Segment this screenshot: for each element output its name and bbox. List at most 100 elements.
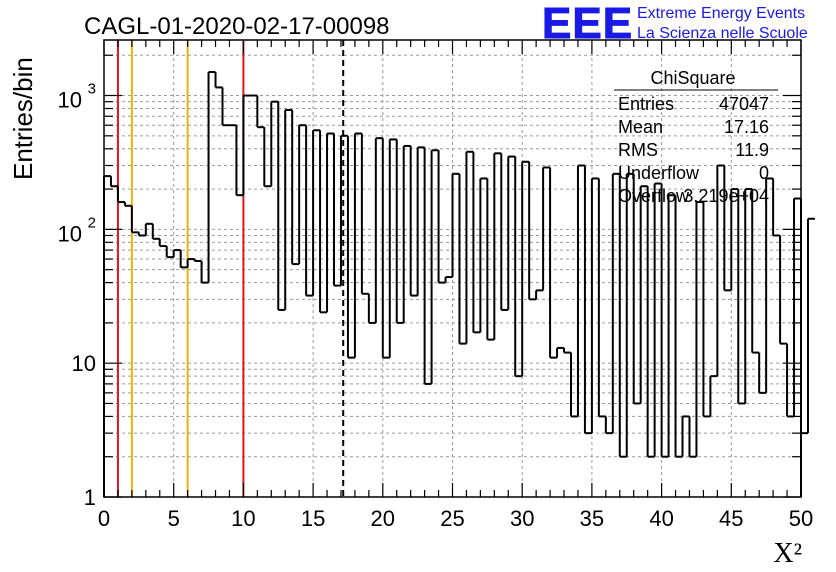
histogram-bin: [737, 189, 746, 405]
histogram-bin: [116, 186, 125, 204]
histogram-bin: [256, 95, 265, 129]
y-tick-label-exponent: 2: [88, 214, 96, 231]
histogram-bin: [409, 145, 418, 297]
histogram-bin: [639, 185, 648, 404]
histogram-bin: [632, 173, 641, 405]
stats-row-label: Mean: [618, 117, 663, 137]
stats-row-label: RMS: [618, 140, 658, 160]
histogram-bin: [186, 258, 195, 268]
x-tick-label: 35: [580, 506, 604, 531]
histogram-bin: [507, 155, 516, 310]
histogram-bin: [151, 223, 160, 240]
histogram-bin: [172, 249, 181, 258]
x-tick-label: 50: [789, 506, 813, 531]
y-tick-label: 10: [58, 88, 82, 113]
histogram-bin: [744, 188, 753, 404]
reference-lines: [116, 40, 345, 497]
histogram-bin: [667, 194, 676, 457]
histogram-bin: [221, 87, 230, 127]
histogram-bin: [793, 197, 801, 417]
histogram-bin: [514, 156, 523, 378]
histogram-bin: [263, 127, 272, 188]
histogram-bin: [179, 250, 188, 269]
x-tick-label: 20: [371, 506, 395, 531]
histogram-bin: [646, 186, 655, 458]
histogram-bin: [451, 172, 460, 278]
histogram-bin: [298, 124, 307, 265]
x-tick-label: 40: [649, 506, 673, 531]
histogram-bin: [270, 100, 279, 187]
chart-title: CAGL-01-2020-02-17-00098: [84, 13, 390, 40]
histogram-bin: [800, 198, 808, 435]
histogram: [103, 70, 815, 497]
stats-title: ChiSquare: [650, 68, 735, 88]
stats-row-value: 11.9: [735, 140, 769, 160]
histogram-bin: [430, 149, 439, 384]
histogram-bin: [465, 150, 474, 344]
y-tick-label: 1: [84, 485, 96, 510]
eee-logo-line2: La Scienza nelle Scuole: [637, 25, 808, 42]
histogram-bin: [360, 133, 369, 295]
histogram-bin: [723, 165, 732, 292]
histogram-bin: [500, 153, 509, 311]
y-tick-label: 10: [72, 351, 96, 376]
histogram-bin: [597, 178, 606, 418]
histogram-bin: [563, 347, 571, 354]
histogram-bin: [374, 137, 383, 323]
histogram-bin: [423, 147, 432, 385]
stats-row-label: Entries: [618, 94, 674, 114]
histogram-bin: [695, 201, 704, 457]
stats-row-value: 3.219e+04: [683, 186, 769, 206]
histogram-bin: [765, 177, 774, 393]
histogram-bin: [346, 135, 355, 359]
histogram-bin: [200, 261, 209, 284]
histogram-bin: [786, 343, 795, 418]
histogram-bin: [144, 222, 153, 236]
histogram-bin: [772, 178, 781, 237]
histogram-bin: [130, 205, 139, 234]
histogram-bin: [395, 139, 404, 324]
stats-row-value: 47047: [719, 94, 769, 114]
histogram-bin: [305, 125, 314, 297]
histogram-bin: [618, 173, 627, 458]
histogram-bin: [758, 352, 767, 394]
y-axis-label: Entries/bin: [8, 57, 38, 180]
histogram-bin: [751, 189, 760, 354]
histogram-bin: [486, 178, 495, 341]
histogram-bin: [207, 70, 216, 283]
histogram-bin: [333, 133, 341, 287]
histogram-bin: [339, 134, 348, 286]
histogram-bin: [806, 217, 815, 434]
histogram-bin: [569, 352, 578, 418]
histogram-bin: [444, 276, 453, 283]
x-tick-label: 5: [168, 506, 180, 531]
histogram-bin: [730, 188, 739, 291]
histogram-bin: [458, 173, 467, 345]
histogram-bin: [193, 259, 202, 263]
stats-row-value: 17.16: [724, 117, 769, 137]
histogram-bin: [660, 183, 669, 458]
histogram-bin: [242, 94, 251, 196]
histogram-bin: [312, 129, 321, 296]
histogram-bin: [590, 177, 599, 434]
histogram-bin: [542, 166, 551, 291]
stats-row-label: Overflow: [618, 186, 690, 206]
histogram-bin: [535, 289, 544, 300]
histogram-bin: [779, 235, 788, 345]
histogram-bin: [437, 150, 446, 284]
histogram-bin: [611, 172, 620, 434]
histogram-bin: [709, 375, 718, 417]
histogram-bin: [583, 165, 592, 435]
histogram-bin: [291, 109, 300, 266]
histogram-bin: [109, 176, 118, 188]
histogram-bin: [284, 108, 293, 310]
histogram-bin: [214, 71, 223, 89]
histogram-bin: [158, 238, 167, 248]
x-tick-label: 30: [510, 506, 534, 531]
histogram-bin: [674, 195, 683, 458]
histogram-bin: [353, 132, 362, 358]
histogram-bin: [479, 177, 488, 333]
histogram-bin: [367, 293, 376, 324]
histogram-bin: [123, 202, 132, 207]
